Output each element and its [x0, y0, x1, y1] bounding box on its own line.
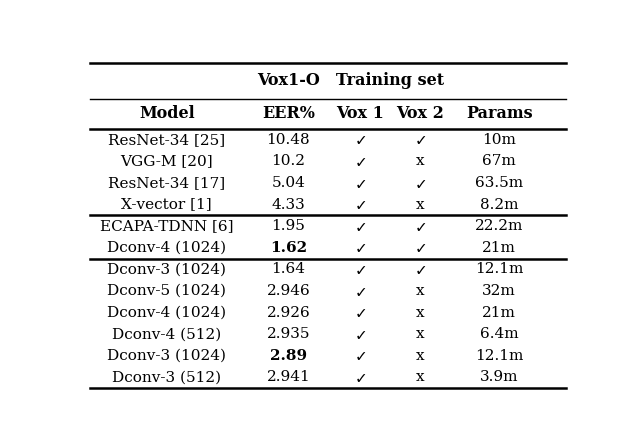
- Text: $\checkmark$: $\checkmark$: [413, 132, 426, 147]
- Text: $\checkmark$: $\checkmark$: [354, 305, 366, 320]
- Text: Vox1-O: Vox1-O: [257, 72, 320, 89]
- Text: 22.2m: 22.2m: [475, 219, 524, 233]
- Text: 1.64: 1.64: [271, 262, 305, 276]
- Text: $\checkmark$: $\checkmark$: [354, 327, 366, 342]
- Text: $\checkmark$: $\checkmark$: [354, 283, 366, 298]
- Text: Dconv-3 (512): Dconv-3 (512): [112, 370, 221, 385]
- Text: 3.9m: 3.9m: [480, 370, 518, 385]
- Text: $\checkmark$: $\checkmark$: [413, 240, 426, 255]
- Text: 21m: 21m: [482, 306, 516, 319]
- Text: Training set: Training set: [336, 72, 444, 89]
- Text: 1.62: 1.62: [269, 241, 307, 255]
- Text: 5.04: 5.04: [271, 176, 305, 190]
- Text: x: x: [415, 284, 424, 298]
- Text: 2.935: 2.935: [267, 327, 310, 341]
- Text: Dconv-3 (1024): Dconv-3 (1024): [108, 262, 227, 276]
- Text: x: x: [415, 306, 424, 319]
- Text: $\checkmark$: $\checkmark$: [354, 240, 366, 255]
- Text: ResNet-34 [25]: ResNet-34 [25]: [108, 133, 225, 147]
- Text: 10.2: 10.2: [271, 154, 305, 169]
- Text: Vox 1: Vox 1: [336, 105, 384, 122]
- Text: 12.1m: 12.1m: [475, 349, 524, 363]
- Text: Dconv-3 (1024): Dconv-3 (1024): [108, 349, 227, 363]
- Text: Dconv-4 (512): Dconv-4 (512): [112, 327, 221, 341]
- Text: ResNet-34 [17]: ResNet-34 [17]: [108, 176, 225, 190]
- Text: 2.926: 2.926: [266, 306, 310, 319]
- Text: 4.33: 4.33: [271, 198, 305, 212]
- Text: x: x: [415, 327, 424, 341]
- Text: 32m: 32m: [483, 284, 516, 298]
- Text: $\checkmark$: $\checkmark$: [413, 262, 426, 277]
- Text: 6.4m: 6.4m: [480, 327, 518, 341]
- Text: Vox 2: Vox 2: [396, 105, 444, 122]
- Text: 63.5m: 63.5m: [475, 176, 523, 190]
- Text: X-vector [1]: X-vector [1]: [122, 198, 212, 212]
- Text: x: x: [415, 198, 424, 212]
- Text: x: x: [415, 154, 424, 169]
- Text: ECAPA-TDNN [6]: ECAPA-TDNN [6]: [100, 219, 234, 233]
- Text: $\checkmark$: $\checkmark$: [354, 348, 366, 363]
- Text: 10m: 10m: [482, 133, 516, 147]
- Text: Dconv-5 (1024): Dconv-5 (1024): [108, 284, 227, 298]
- Text: 67m: 67m: [483, 154, 516, 169]
- Text: $\checkmark$: $\checkmark$: [354, 219, 366, 234]
- Text: Dconv-4 (1024): Dconv-4 (1024): [108, 241, 227, 255]
- Text: $\checkmark$: $\checkmark$: [354, 262, 366, 277]
- Text: $\checkmark$: $\checkmark$: [354, 154, 366, 169]
- Text: 2.89: 2.89: [269, 349, 307, 363]
- Text: 8.2m: 8.2m: [480, 198, 518, 212]
- Text: $\checkmark$: $\checkmark$: [413, 219, 426, 234]
- Text: Dconv-4 (1024): Dconv-4 (1024): [108, 306, 227, 319]
- Text: Params: Params: [466, 105, 532, 122]
- Text: 2.941: 2.941: [266, 370, 310, 385]
- Text: 1.95: 1.95: [271, 219, 305, 233]
- Text: 2.946: 2.946: [266, 284, 310, 298]
- Text: $\checkmark$: $\checkmark$: [354, 176, 366, 191]
- Text: 21m: 21m: [482, 241, 516, 255]
- Text: 10.48: 10.48: [266, 133, 310, 147]
- Text: Model: Model: [139, 105, 195, 122]
- Text: $\checkmark$: $\checkmark$: [354, 370, 366, 385]
- Text: $\checkmark$: $\checkmark$: [413, 176, 426, 191]
- Text: x: x: [415, 349, 424, 363]
- Text: x: x: [415, 370, 424, 385]
- Text: EER%: EER%: [262, 105, 315, 122]
- Text: VGG-M [20]: VGG-M [20]: [120, 154, 213, 169]
- Text: 12.1m: 12.1m: [475, 262, 524, 276]
- Text: $\checkmark$: $\checkmark$: [354, 197, 366, 212]
- Text: $\checkmark$: $\checkmark$: [354, 132, 366, 147]
